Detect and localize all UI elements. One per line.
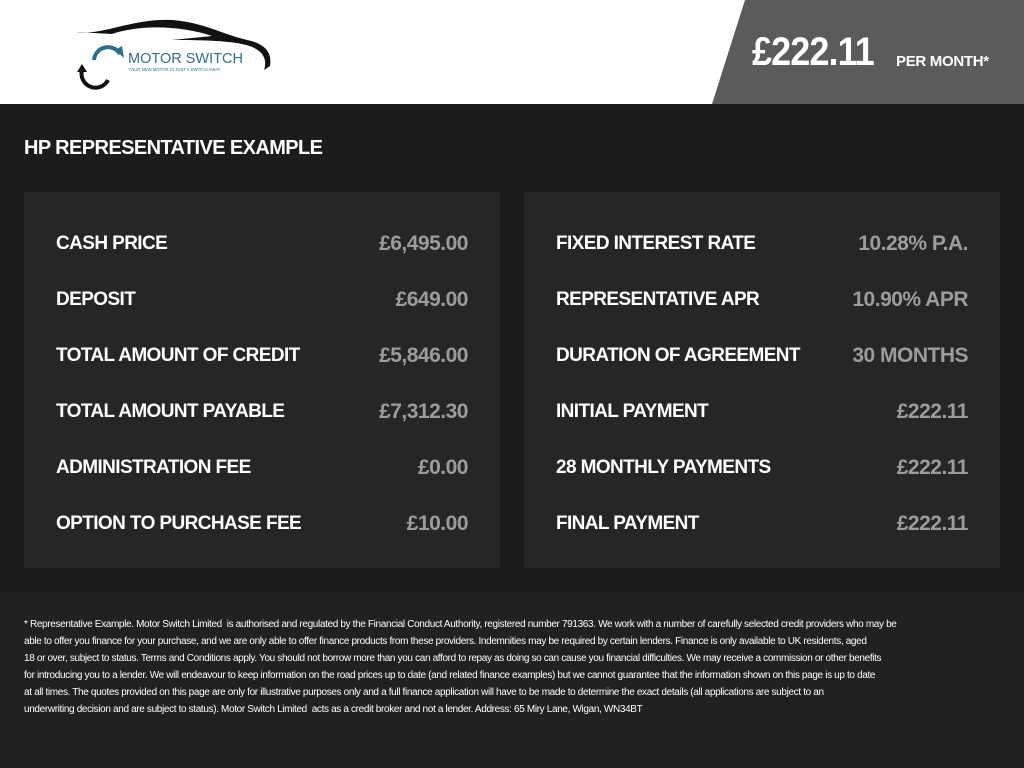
monthly-price: £222.11 bbox=[752, 30, 875, 74]
row-label: TOTAL AMOUNT PAYABLE bbox=[56, 401, 285, 422]
finance-row: FINAL PAYMENT £222.11 bbox=[556, 509, 969, 539]
row-value: £222.11 bbox=[896, 512, 969, 535]
row-label: FIXED INTEREST RATE bbox=[556, 233, 756, 254]
row-label: 28 MONTHLY PAYMENTS bbox=[556, 457, 771, 478]
row-value: £0.00 bbox=[417, 456, 469, 479]
row-value: 30 MONTHS bbox=[852, 344, 968, 367]
finance-row: REPRESENTATIVE APR 10.90% APR bbox=[556, 285, 968, 315]
row-label: DEPOSIT bbox=[56, 289, 136, 310]
row-label: TOTAL AMOUNT OF CREDIT bbox=[56, 345, 300, 366]
row-value: £649.00 bbox=[395, 288, 469, 311]
disclaimer-line: for introducing you to a lender. We will… bbox=[24, 670, 876, 681]
finance-row: DEPOSIT £649.00 bbox=[56, 285, 469, 315]
finance-row: TOTAL AMOUNT OF CREDIT £5,846.00 bbox=[56, 341, 468, 371]
right-panel: FIXED INTEREST RATE 10.28% P.A. REPRESENTA… bbox=[524, 192, 1000, 568]
row-value: 10.28% P.A. bbox=[858, 232, 968, 255]
price-box bbox=[712, 0, 1024, 104]
finance-row: TOTAL AMOUNT PAYABLE £7,312.30 bbox=[56, 397, 468, 427]
disclaimer-line: able to offer you finance for your purch… bbox=[24, 636, 867, 647]
finance-row: 28 MONTHLY PAYMENTS £222.11 bbox=[556, 453, 969, 483]
row-value: £6,495.00 bbox=[379, 232, 468, 255]
left-panel: CASH PRICE £6,495.00 DEPOSIT £649.00 TOTAL A… bbox=[24, 192, 500, 568]
finance-row: DURATION OF AGREEMENT 30 MONTHS bbox=[556, 341, 968, 371]
disclaimer-text: * Representative Example. Motor Switch L… bbox=[24, 616, 897, 718]
row-value: £10.00 bbox=[406, 512, 469, 535]
row-label: INITIAL PAYMENT bbox=[556, 401, 709, 422]
section-title: HP REPRESENTATIVE EXAMPLE bbox=[24, 137, 323, 159]
row-value: £7,312.30 bbox=[379, 400, 468, 423]
per-month-label: PER MONTH* bbox=[896, 53, 989, 70]
disclaimer-line: * Representative Example. Motor Switch L… bbox=[24, 619, 897, 630]
finance-row: CASH PRICE £6,495.00 bbox=[56, 229, 468, 259]
motor-switch-logo: MOTOR SWITCH YOUR NEW MOTOR IS JUST A SW… bbox=[76, 19, 271, 90]
row-value: 10.90% APR bbox=[852, 288, 968, 311]
disclaimer-line: underwriting decision and are subject to… bbox=[24, 704, 643, 715]
row-label: OPTION TO PURCHASE FEE bbox=[56, 513, 302, 534]
disclaimer-line: 18 or over, subject to status. Terms and… bbox=[24, 653, 882, 664]
disclaimer-line: at all times. The quotes provided on thi… bbox=[24, 687, 824, 698]
svg-text:MOTOR SWITCH: MOTOR SWITCH bbox=[128, 51, 243, 67]
row-label: CASH PRICE bbox=[56, 233, 168, 254]
finance-row: OPTION TO PURCHASE FEE £10.00 bbox=[56, 509, 469, 539]
row-value: £222.11 bbox=[896, 456, 969, 479]
footer bbox=[0, 592, 1024, 768]
row-label: REPRESENTATIVE APR bbox=[556, 289, 760, 310]
row-value: £222.11 bbox=[896, 400, 969, 423]
finance-row: FIXED INTEREST RATE 10.28% P.A. bbox=[556, 229, 968, 259]
row-label: FINAL PAYMENT bbox=[556, 513, 699, 534]
finance-row: ADMINISTRATION FEE £0.00 bbox=[56, 453, 469, 483]
row-label: ADMINISTRATION FEE bbox=[56, 457, 251, 478]
row-value: £5,846.00 bbox=[379, 344, 468, 367]
svg-text:YOUR NEW MOTOR IS JUST A SWITC: YOUR NEW MOTOR IS JUST A SWITCH AWAY bbox=[128, 67, 221, 72]
row-label: DURATION OF AGREEMENT bbox=[556, 345, 801, 366]
finance-row: INITIAL PAYMENT £222.11 bbox=[556, 397, 969, 427]
